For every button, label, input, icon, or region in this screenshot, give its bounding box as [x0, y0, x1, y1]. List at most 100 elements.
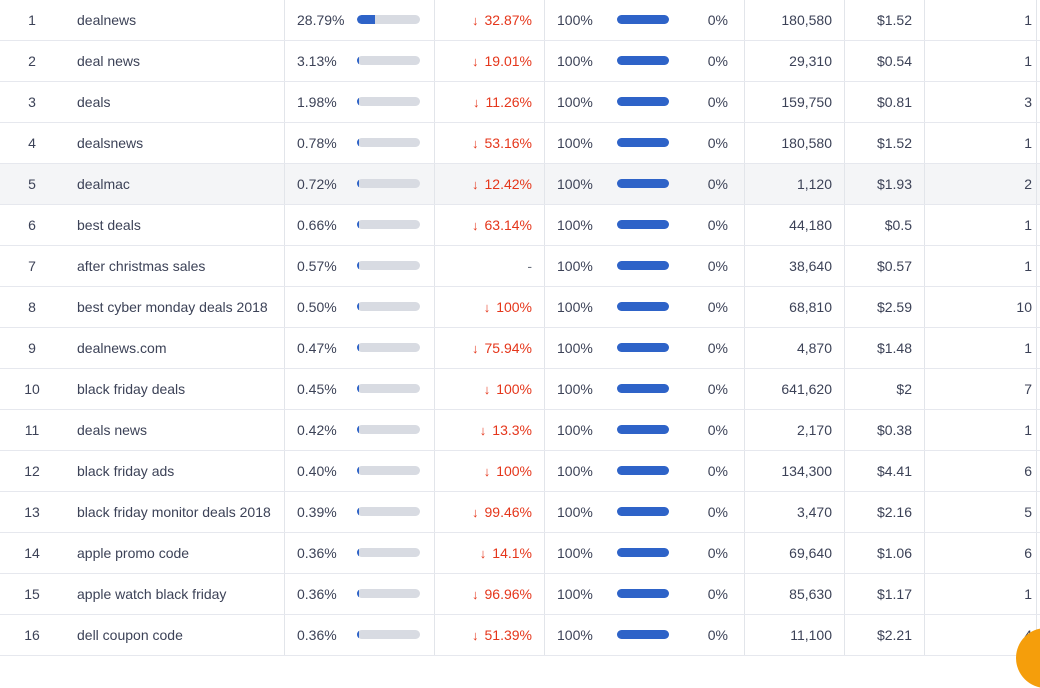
change-value: ↓ 51.39%: [436, 615, 532, 655]
keyword-link[interactable]: deals: [77, 94, 111, 110]
traffic-share: 0.47%: [297, 340, 337, 356]
row-number: 16: [24, 627, 40, 643]
column-divider: [434, 164, 435, 204]
cpc-value: $2.16: [876, 504, 912, 520]
traffic-share-bar: [357, 466, 420, 475]
cpc-value: $0.81: [876, 94, 912, 110]
traffic-share-bar-fill: [357, 220, 359, 229]
cpc-value: $0.57: [876, 258, 912, 274]
keyword-link[interactable]: best deals: [77, 217, 141, 233]
table-row[interactable]: 10 black friday deals 0.45% ↓ 100% 100% 0% 641,…: [0, 369, 1040, 410]
keyword-link[interactable]: best cyber monday deals 2018: [77, 299, 268, 315]
results-count: 1: [1024, 586, 1032, 602]
arrow-down-icon: ↓: [472, 136, 479, 151]
keyword-link[interactable]: black friday ads: [77, 463, 175, 479]
column-divider: [544, 615, 545, 655]
search-volume: 2,170: [796, 422, 832, 438]
zero-percent: 0%: [707, 258, 728, 274]
change-value: ↓ 100%: [436, 287, 532, 327]
traffic-share: 0.57%: [297, 258, 337, 274]
traffic-share-bar: [357, 507, 420, 516]
keyword-link[interactable]: dealnews: [77, 12, 137, 28]
column-divider: [744, 246, 745, 286]
results-count: 1: [1024, 340, 1032, 356]
visibility-bar: [617, 548, 669, 557]
zero-percent: 0%: [707, 135, 728, 151]
table-row[interactable]: 12 black friday ads 0.40% ↓ 100% 100% 0% 134,30…: [0, 451, 1040, 492]
column-divider: [1036, 574, 1037, 614]
column-divider: [544, 492, 545, 532]
keyword-link[interactable]: apple watch black friday: [77, 586, 227, 602]
change-value: ↓ 11.26%: [436, 82, 532, 122]
column-divider: [844, 164, 845, 204]
table-row[interactable]: 15 apple watch black friday 0.36% ↓ 96.96% 10…: [0, 574, 1040, 615]
row-number: 6: [28, 217, 36, 233]
column-divider: [544, 123, 545, 163]
results-count: 6: [1024, 545, 1032, 561]
column-divider: [924, 574, 925, 614]
table-row[interactable]: 4 dealsnews 0.78% ↓ 53.16% 100% 0% 180,580 $1.52…: [0, 123, 1040, 164]
keyword-link[interactable]: dealnews.com: [77, 340, 167, 356]
column-divider: [1036, 287, 1037, 327]
traffic-share: 0.50%: [297, 299, 337, 315]
column-divider: [744, 0, 745, 40]
column-divider: [744, 492, 745, 532]
traffic-share-bar-fill: [357, 56, 359, 65]
traffic-share: 0.42%: [297, 422, 337, 438]
keyword-link[interactable]: black friday monitor deals 2018: [77, 504, 271, 520]
keyword-link[interactable]: dealmac: [77, 176, 130, 192]
visibility-value: 100%: [557, 135, 593, 151]
column-divider: [544, 533, 545, 573]
table-row[interactable]: 5 dealmac 0.72% ↓ 12.42% 100% 0% 1,120 $1.93 2: [0, 164, 1040, 205]
change-text: -: [527, 258, 532, 274]
search-volume: 180,580: [781, 12, 832, 28]
traffic-share-bar-fill: [357, 466, 359, 475]
table-row[interactable]: 7 after christmas sales 0.57% - 100% 0% 38,640…: [0, 246, 1040, 287]
keyword-link[interactable]: deal news: [77, 53, 141, 69]
traffic-share: 0.72%: [297, 176, 337, 192]
table-row[interactable]: 8 best cyber monday deals 2018 0.50% ↓ 100% 1…: [0, 287, 1040, 328]
column-divider: [284, 0, 285, 40]
column-divider: [434, 82, 435, 122]
column-divider: [844, 615, 845, 655]
column-divider: [284, 492, 285, 532]
column-divider: [924, 41, 925, 81]
table-row[interactable]: 9 dealnews.com 0.47% ↓ 75.94% 100% 0% 4,870 $1.4…: [0, 328, 1040, 369]
column-divider: [1036, 205, 1037, 245]
change-value: ↓ 13.3%: [436, 410, 532, 450]
column-divider: [744, 164, 745, 204]
keyword-link[interactable]: after christmas sales: [77, 258, 206, 274]
table-row[interactable]: 2 deal news 3.13% ↓ 19.01% 100% 0% 29,310 $0.54 1: [0, 41, 1040, 82]
keyword-link[interactable]: dealsnews: [77, 135, 144, 151]
traffic-share-bar-fill: [357, 425, 359, 434]
arrow-down-icon: ↓: [472, 177, 479, 192]
column-divider: [1036, 369, 1037, 409]
table-row[interactable]: 16 dell coupon code 0.36% ↓ 51.39% 100% 0% 11,1…: [0, 615, 1040, 656]
table-row[interactable]: 3 deals 1.98% ↓ 11.26% 100% 0% 159,750 $0.81 3: [0, 82, 1040, 123]
keyword-link[interactable]: deals news: [77, 422, 148, 438]
row-number: 9: [28, 340, 36, 356]
table-row[interactable]: 11 deals news 0.42% ↓ 13.3% 100% 0% 2,170 $0.38 1: [0, 410, 1040, 451]
cpc-value: $1.48: [876, 340, 912, 356]
table-row[interactable]: 14 apple promo code 0.36% ↓ 14.1% 100% 0% 69,64…: [0, 533, 1040, 574]
table-row[interactable]: 6 best deals 0.66% ↓ 63.14% 100% 0% 44,180 $0.5 1: [0, 205, 1040, 246]
table-row[interactable]: 1 dealnews 28.79% ↓ 32.87% 100% 0% 180,580 $1.52…: [0, 0, 1040, 41]
keyword-link[interactable]: black friday deals: [77, 381, 186, 397]
column-divider: [744, 123, 745, 163]
column-divider: [844, 246, 845, 286]
keyword-link[interactable]: dell coupon code: [77, 627, 183, 643]
column-divider: [544, 0, 545, 40]
keyword-link[interactable]: apple promo code: [77, 545, 190, 561]
column-divider: [744, 369, 745, 409]
column-divider: [544, 328, 545, 368]
column-divider: [844, 123, 845, 163]
cpc-value: $1.52: [876, 12, 912, 28]
column-divider: [434, 369, 435, 409]
change-text: 32.87%: [484, 12, 532, 28]
table-row[interactable]: 13 black friday monitor deals 2018 0.39% ↓ 9…: [0, 492, 1040, 533]
column-divider: [284, 615, 285, 655]
change-text: 11.26%: [485, 94, 532, 110]
column-divider: [744, 615, 745, 655]
change-text: 12.42%: [484, 176, 532, 192]
change-text: 100%: [496, 299, 532, 315]
